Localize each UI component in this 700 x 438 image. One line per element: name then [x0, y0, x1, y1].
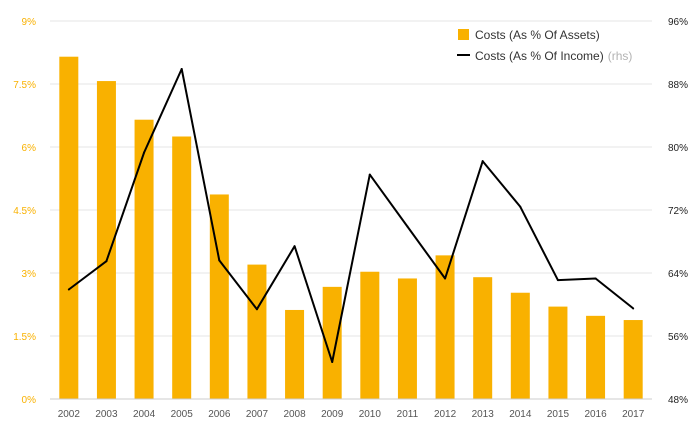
x-tick-label: 2006 [208, 409, 231, 420]
line-point-2014 [519, 205, 522, 208]
bar-2004 [134, 119, 154, 399]
bar-2008 [285, 309, 305, 399]
bar-2005 [172, 136, 192, 399]
x-tick-label: 2010 [359, 409, 382, 420]
bar-2012 [435, 255, 455, 399]
x-tick-label: 2004 [133, 409, 156, 420]
legend-bar-swatch [458, 29, 469, 40]
legend-bar-label: Costs (As % Of Assets) [475, 28, 600, 42]
line-costs-income [68, 68, 634, 363]
left-tick-label: 4.5% [13, 206, 36, 217]
line-point-2013 [481, 160, 484, 163]
line-series [67, 68, 635, 363]
bar-2017 [623, 320, 643, 399]
right-tick-label: 80% [668, 143, 688, 154]
bar-2016 [586, 315, 606, 399]
bar-2006 [209, 194, 229, 399]
legend-line-name: Costs (As % Of Income) [475, 49, 604, 63]
x-axis: 2002 2003 2004 2005 2006 2007 2008 2009 2010 2011… [50, 398, 652, 420]
bar-2002 [59, 56, 79, 399]
x-tick-label: 2015 [547, 409, 570, 420]
legend-line-label: Costs (As % Of Income) (rhs) [475, 49, 632, 63]
x-tick-label: 2017 [622, 409, 645, 420]
line-point-2009 [331, 360, 334, 363]
right-tick-label: 56% [668, 332, 688, 343]
right-y-axis: 48% 56% 64% 72% 80% 88% 96% [668, 17, 688, 406]
x-tick-label: 2014 [509, 409, 532, 420]
left-tick-label: 6% [22, 143, 37, 154]
right-tick-label: 64% [668, 269, 688, 280]
bar-2014 [510, 292, 530, 399]
line-point-2004 [143, 151, 146, 154]
bar-2010 [360, 271, 380, 399]
line-point-2012 [444, 277, 447, 280]
x-tick-label: 2003 [95, 409, 118, 420]
x-tick-label: 2005 [171, 409, 194, 420]
x-tick-label: 2012 [434, 409, 457, 420]
bar-2007 [247, 264, 267, 399]
right-tick-label: 48% [668, 395, 688, 406]
line-point-2017 [632, 307, 635, 310]
x-tick-label: 2002 [58, 409, 81, 420]
left-tick-label: 9% [22, 17, 37, 28]
legend-rhs-note: (rhs) [608, 49, 633, 63]
left-tick-label: 7.5% [13, 80, 36, 91]
line-point-2010 [368, 173, 371, 176]
bar-series [59, 56, 643, 399]
line-point-2008 [293, 245, 296, 248]
line-point-2011 [406, 225, 409, 228]
bar-2013 [473, 277, 493, 399]
x-tick-label: 2009 [321, 409, 344, 420]
line-point-2003 [105, 260, 108, 263]
bar-2009 [322, 286, 342, 399]
legend: Costs (As % Of Assets) Costs (As % Of In… [457, 28, 632, 63]
line-point-2007 [255, 308, 258, 311]
line-point-2016 [594, 277, 597, 280]
bar-2015 [548, 306, 568, 399]
bar-2003 [96, 81, 116, 399]
x-tick-label: 2016 [584, 409, 607, 420]
right-tick-label: 72% [668, 206, 688, 217]
left-tick-label: 1.5% [13, 332, 36, 343]
x-tick-label: 2008 [283, 409, 306, 420]
right-tick-label: 96% [668, 17, 688, 28]
x-tick-label: 2011 [397, 409, 419, 420]
bar-2011 [397, 278, 417, 399]
line-point-2015 [556, 279, 559, 282]
x-tick-label: 2013 [472, 409, 495, 420]
line-point-2006 [218, 259, 221, 262]
line-point-2005 [180, 68, 183, 71]
right-tick-label: 88% [668, 80, 688, 91]
left-tick-label: 3% [22, 269, 37, 280]
x-tick-label: 2007 [246, 409, 269, 420]
left-y-axis: 0% 1.5% 3% 4.5% 6% 7.5% 9% [13, 17, 36, 406]
line-point-2002 [67, 288, 70, 291]
left-tick-label: 0% [22, 395, 37, 406]
